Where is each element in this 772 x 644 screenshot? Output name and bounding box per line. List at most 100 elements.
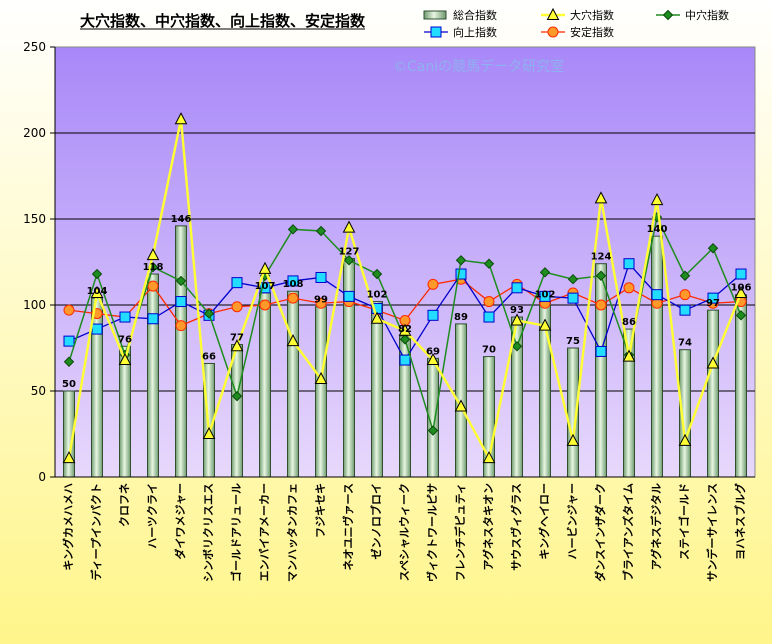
series-point (286, 334, 300, 347)
bar-value-label: 102 (535, 290, 556, 301)
series-point (595, 299, 607, 311)
series-point (147, 280, 159, 292)
bar-value-label: 69 (426, 346, 440, 357)
bar (231, 344, 243, 478)
series-point (343, 290, 355, 302)
category-label: ダイワメジャー (173, 483, 187, 559)
series-point (91, 268, 103, 280)
bar (287, 290, 299, 478)
legend-label: 大穴指数 (570, 8, 614, 22)
series-point (371, 268, 383, 280)
series-point (650, 193, 664, 206)
category-label: アグネスデジタル (649, 483, 663, 570)
series-point (483, 258, 495, 269)
bar-value-label: 124 (591, 252, 612, 263)
category-label: ブライアンズタイム (621, 483, 635, 581)
bar-value-label: 102 (367, 290, 388, 301)
category-label: スペシャルウィーク (398, 483, 411, 581)
series-point (174, 112, 188, 125)
series-point (90, 285, 104, 298)
category-label: ネオユニヴァース (341, 483, 355, 570)
series-point (651, 289, 663, 301)
y-tick-label: 200 (23, 126, 46, 140)
legend-label: 中穴指数 (685, 8, 729, 22)
series-point (538, 318, 552, 331)
series-point (539, 290, 551, 302)
series-point (679, 304, 691, 316)
series-point (287, 275, 299, 287)
series-point (427, 425, 439, 436)
bar-value-label: 108 (283, 279, 304, 290)
series-point (258, 261, 272, 274)
bar (651, 235, 663, 478)
bar (119, 345, 131, 478)
bar-value-label: 99 (314, 295, 328, 306)
y-tick-label: 250 (23, 40, 46, 54)
bar (259, 292, 271, 478)
series-point (315, 271, 327, 283)
series-point (259, 282, 271, 294)
category-label: ダンスインザダーク (593, 483, 607, 582)
bar-value-label: 93 (510, 305, 524, 316)
series-point (510, 313, 524, 326)
series-point (399, 354, 411, 366)
series-point (231, 390, 243, 402)
series-point (427, 309, 439, 321)
bar (147, 273, 159, 478)
series-point (595, 345, 607, 357)
series-point (455, 268, 467, 280)
series-point (62, 451, 76, 464)
category-label: クロフネ (118, 483, 131, 527)
series-point (594, 191, 608, 204)
series-point (230, 339, 244, 352)
category-label: ゴールドアリュール (229, 483, 243, 582)
category-label: キングヘイロー (537, 483, 551, 560)
series-point (231, 277, 243, 289)
series-point (399, 334, 411, 345)
category-label: キングカメハメハ (61, 483, 75, 571)
bar-value-label: 50 (62, 379, 76, 390)
legend-marker (547, 26, 559, 38)
category-label: シンボリクリスエス (201, 483, 215, 582)
category-label: ハーツクライ (146, 483, 159, 549)
series-point (315, 225, 327, 237)
series-point (231, 301, 243, 313)
series-point (119, 311, 131, 323)
y-tick-label: 100 (23, 298, 46, 312)
bar-value-label: 77 (230, 333, 244, 344)
category-label: アグネスタキオン (481, 483, 495, 570)
series-point (735, 268, 747, 280)
series-point (706, 356, 720, 369)
series-point (482, 451, 496, 464)
category-label: ゼンノロブロイ (369, 483, 383, 559)
bar-value-label: 70 (482, 345, 496, 356)
bar-value-label: 82 (398, 324, 412, 335)
bar-value-label: 76 (118, 334, 132, 345)
category-label: エンパイアメーカー (258, 483, 271, 581)
bar-value-label: 118 (143, 262, 164, 273)
series-point (734, 285, 748, 298)
category-label: マンハッタンカフェ (286, 483, 299, 582)
bar-value-label: 75 (566, 336, 580, 347)
series-point (566, 433, 580, 446)
bar (707, 309, 719, 478)
series-point (427, 278, 439, 290)
series-point (735, 310, 747, 321)
series-point (426, 352, 440, 366)
legend-label: 総合指数 (453, 8, 497, 22)
bar-value-label: 146 (171, 214, 192, 225)
series-point (342, 220, 356, 233)
bar-value-label: 74 (678, 338, 692, 349)
bar-value-label: 66 (202, 351, 216, 362)
series-point (679, 270, 691, 281)
series-point (370, 311, 384, 324)
series-point (483, 311, 495, 323)
series-point (567, 292, 579, 304)
series-point (623, 282, 635, 294)
series-point (511, 282, 523, 294)
series-point (63, 335, 75, 347)
legend-marker (662, 9, 674, 21)
series-point (146, 248, 160, 261)
category-label: ディープインパクト (89, 483, 103, 581)
